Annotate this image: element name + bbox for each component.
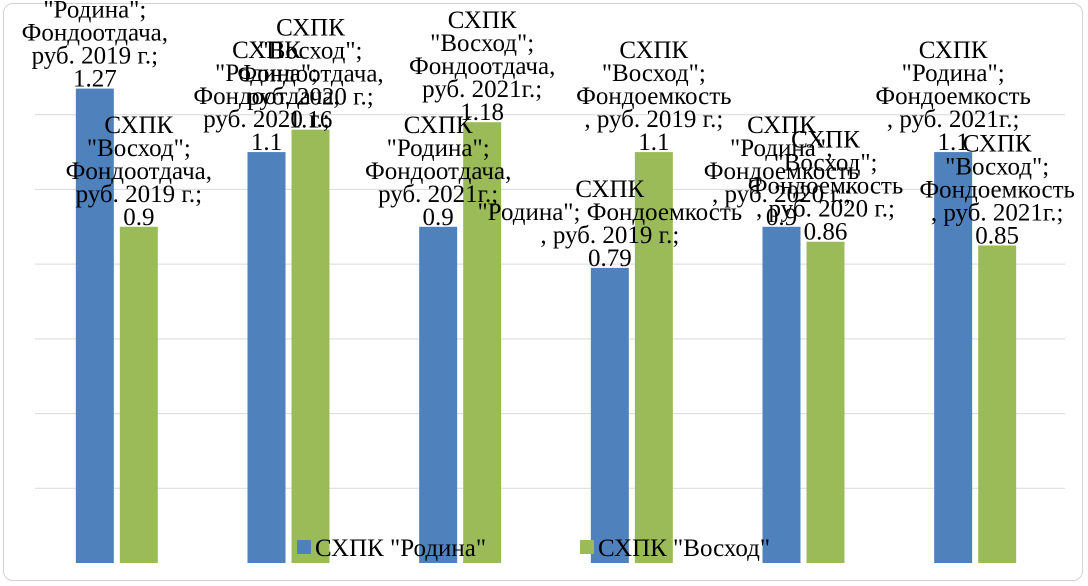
legend-swatch-voshod — [580, 540, 594, 554]
data-label-rodina-5: СХПК "Родина"; Фондоемкость, руб. 2020 г.;… — [704, 112, 860, 231]
data-label-rodina-6: СХПК "Родина"; Фондоемкость, руб. 2021г.; 1… — [875, 37, 1031, 156]
legend: СХПК "Родина" СХПК "Восход" — [297, 535, 770, 562]
chart-frame — [3, 3, 1083, 581]
data-label-voshod-3: СХПК "Восход"; Фондоотдача, руб. 2021г.; 1.1… — [409, 7, 555, 126]
bar-voshod-1 — [119, 226, 158, 564]
bar-rodina-5 — [762, 226, 801, 564]
legend-label-voshod: СХПК "Восход" — [598, 535, 770, 562]
bar-rodina-1 — [75, 88, 114, 564]
bar-voshod-3 — [463, 122, 502, 563]
data-label-rodina-3: СХПК "Родина"; Фондоотдача, руб. 2021г.; 0.9 — [365, 112, 511, 231]
data-labels: СХПК"Родина";Фондоотдача,руб. 2019 г.;1.… — [22, 0, 1075, 272]
bar-rodina-4 — [590, 267, 629, 563]
bar-voshod-6 — [978, 245, 1017, 563]
data-label-rodina-1: СХПК"Родина";Фондоотдача,руб. 2019 г.;1.… — [22, 0, 168, 93]
bar-voshod-2 — [291, 129, 330, 563]
bars — [75, 88, 1017, 564]
data-label-rodina-2: СХПК "Родина"; Фондоотдача, руб. 2020 г.; 1.… — [193, 37, 339, 156]
data-label-voshod-4: СХПК "Восход"; Фондоемкость, руб. 2019 г.;… — [576, 37, 732, 156]
bar-voshod-5 — [806, 241, 845, 563]
data-label-voshod-6: СХПК "Восход"; Фондоемкость, руб. 2021г.; 0… — [919, 130, 1075, 249]
bar-rodina-3 — [419, 226, 458, 564]
data-label-rodina-4: СХПК "Родина"; Фондоемкость, руб. 2019 г.… — [477, 176, 742, 272]
bar-rodina-6 — [934, 152, 973, 564]
data-label-voshod-2: СХПК "Восход"; Фондоотдача, руб. 2020 г.; 1.… — [237, 15, 383, 134]
data-label-voshod-5: СХПК "Восход"; Фондоемкость, руб. 2020 г.;… — [748, 127, 904, 246]
bar-rodina-2 — [247, 152, 286, 564]
bar-voshod-4 — [634, 152, 673, 564]
legend-label-rodina: СХПК "Родина" — [315, 535, 486, 562]
data-label-voshod-1: СХПК "Восход"; Фондоотдача, руб. 2019 г.; 0.… — [66, 112, 212, 231]
legend-swatch-rodina — [297, 540, 311, 554]
gridlines — [35, 114, 1065, 489]
